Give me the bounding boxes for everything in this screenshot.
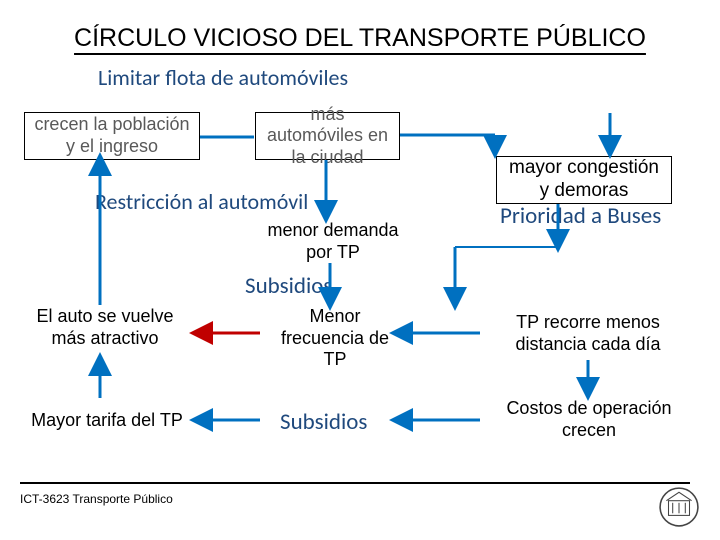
text-auto-atractivo: El auto se vuelve más atractivo [20, 306, 190, 349]
text-menor-frecuencia: Menor frecuencia de TP [275, 306, 395, 371]
page-title: CÍRCULO VICIOSO DEL TRANSPORTE PÚBLICO [0, 24, 720, 53]
overlay-restriccion: Restricción al automóvil [95, 188, 308, 215]
box-poblacion: crecen la población y el ingreso [24, 112, 200, 160]
box-mas-autos: más automóviles en la ciudad [255, 112, 400, 160]
text-tp-distancia: TP recorre menos distancia cada día [490, 312, 686, 355]
footer-rule [20, 482, 690, 484]
overlay-prioridad: Prioridad a Buses [500, 202, 661, 230]
footer-text: ICT-3623 Transporte Público [20, 492, 173, 506]
text-mayor-tarifa: Mayor tarifa del TP [22, 410, 192, 432]
text-menor-demanda: menor demanda por TP [258, 220, 408, 263]
box-congestion: mayor congestión y demoras [496, 156, 672, 204]
overlay-subsidios2: Subsidios [280, 408, 367, 436]
overlay-subsidios1: Subsidios [245, 272, 332, 300]
overlay-limitar: Limitar flota de automóviles [98, 64, 348, 91]
text-costos: Costos de operación crecen [490, 398, 688, 441]
university-logo [658, 486, 700, 528]
